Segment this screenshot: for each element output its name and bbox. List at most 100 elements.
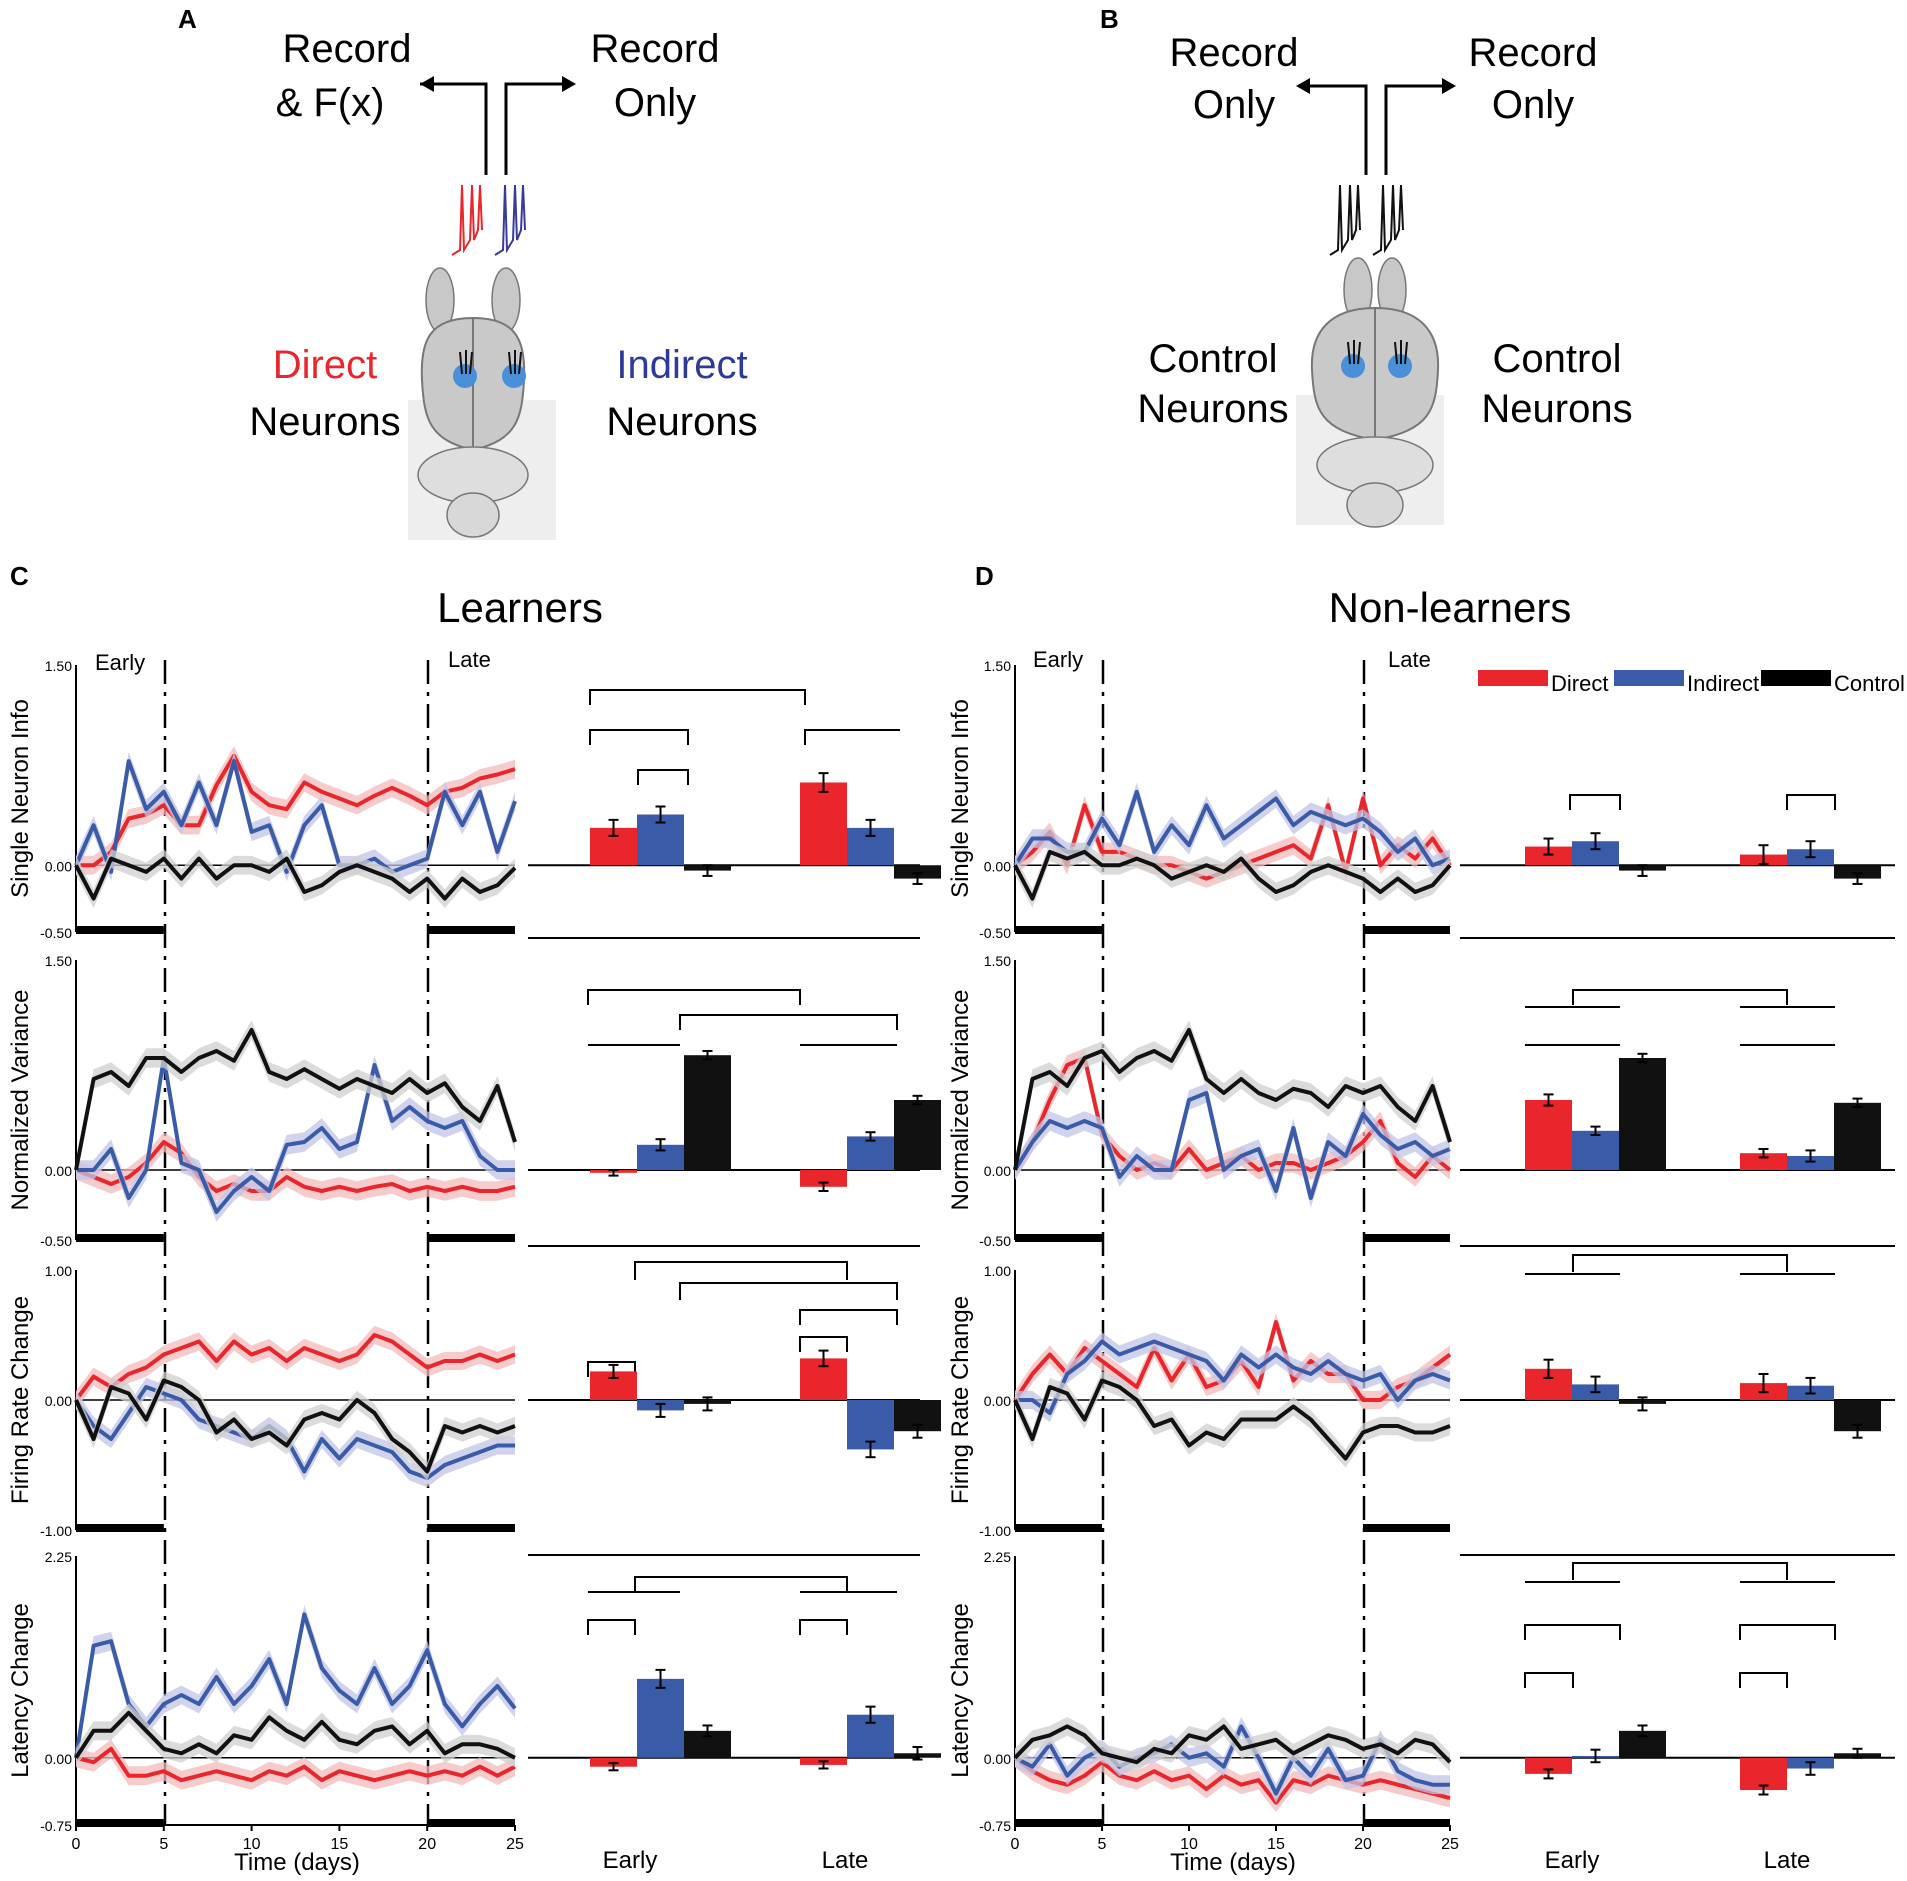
c-r1-bar-control-late [894, 865, 941, 879]
d-r2-indirect-line [1013, 1091, 1451, 1200]
d-r1-control-line [1013, 849, 1452, 901]
d-r2-bar-direct-early [1525, 1100, 1572, 1170]
d-r4-control-line [1013, 1724, 1452, 1765]
c-r3-bracket-3 [799, 1309, 898, 1325]
panel-a-left-label-2: & F(x) [276, 81, 385, 125]
c-r1-indirect-band [76, 751, 515, 882]
d-r2-early-window [1015, 1234, 1102, 1242]
d-r2-ytick: -0.50 [979, 1233, 1011, 1249]
c-r4-bracket-4 [587, 1619, 636, 1635]
d-r4-xtick: 0 [1011, 1836, 1020, 1853]
legend-direct-swatch [1478, 670, 1548, 686]
panel-a-left-label-1: Record [283, 27, 412, 71]
d-r4-indirect-band [1015, 1717, 1450, 1803]
d-r1-bar-control-late [1834, 865, 1881, 879]
panel-a-red-spikes [451, 184, 483, 256]
d-late-label: Late [1388, 647, 1431, 672]
c-r2-bracket-2 [679, 1014, 898, 1030]
panel-a-indirect-label: Indirect [616, 343, 747, 387]
d-r4-xtick: 25 [1441, 1836, 1459, 1853]
d-r1-control-band [1015, 842, 1450, 908]
d-r3-indirect-line [1015, 1339, 1451, 1415]
c-r1-late-window [427, 926, 515, 934]
c-r1-bracket-2 [589, 729, 689, 745]
d-r3-control-line [1013, 1378, 1451, 1461]
d-r4-ytick: 2.25 [984, 1549, 1011, 1565]
panel-a-right-arrow [504, 82, 565, 175]
c-r1-bar-direct-late [800, 782, 847, 866]
c-bar-early-label: Early [603, 1847, 658, 1874]
d-r3-ytick: 0.00 [984, 1393, 1011, 1409]
c-r1-direct-band [76, 746, 515, 875]
c-r2-early-window [76, 1234, 164, 1242]
c-r1-bracket-1 [589, 689, 806, 705]
d-bar-early-label: Early [1545, 1847, 1600, 1874]
d-r2-control-line [1013, 1028, 1452, 1171]
d-r4-bracket-5 [1739, 1624, 1836, 1640]
d-r3-control-band [1015, 1371, 1450, 1468]
c-r4-ylabel: Latency Change [7, 1603, 34, 1778]
panel-a-right-arrowhead [562, 76, 576, 92]
d-r4-bracket-4 [1524, 1624, 1621, 1640]
c-r3-bracket-5 [587, 1361, 636, 1377]
legend-control-label: Control [1834, 671, 1905, 696]
legend-indirect-label: Indirect [1687, 671, 1759, 696]
d-r2-ylabel: Normalized Variance [947, 990, 974, 1211]
c-r3-control-line [74, 1378, 516, 1474]
d-xlabel: Time (days) [1170, 1849, 1296, 1876]
c-r4-ytick: 0.00 [45, 1751, 72, 1767]
c-r2-bar-control-early [684, 1055, 731, 1170]
c-r3-ylabel: Firing Rate Change [7, 1296, 34, 1504]
d-r3-ylabel: Firing Rate Change [947, 1296, 974, 1504]
panel-a: A Record & F(x) Record Only Dir [178, 4, 758, 540]
legend-direct-label: Direct [1551, 671, 1608, 696]
c-r1-control-line [74, 856, 517, 901]
c-r4-xtick: 25 [506, 1836, 524, 1853]
c-r3-late-window [427, 1524, 515, 1532]
panel-a-direct-label: Direct [273, 343, 377, 387]
legend-indirect-swatch [1614, 670, 1684, 686]
d-r4-xtick: 15 [1267, 1836, 1285, 1853]
c-r2-bar-direct-late [800, 1170, 847, 1187]
c-r4-xtick: 0 [72, 1836, 81, 1853]
panel-b-right-neurons-label: Neurons [1481, 387, 1632, 431]
c-r4-bar-indirect-early [637, 1678, 684, 1758]
panel-c-letter: C [10, 561, 29, 591]
c-r4-bracket-5 [799, 1619, 848, 1635]
c-late-label: Late [448, 647, 491, 672]
d-r4-ylabel: Latency Change [947, 1603, 974, 1778]
panel-d-title: Non-learners [1329, 584, 1572, 631]
d-r4-early-window [1015, 1819, 1102, 1827]
d-r3-late-window [1363, 1524, 1450, 1532]
c-r4-ytick: -0.75 [40, 1818, 72, 1834]
c-r3-ytick: 0.00 [45, 1393, 72, 1409]
d-r2-late-window [1363, 1234, 1450, 1242]
c-r1-ytick: 0.00 [45, 858, 72, 874]
d-early-label: Early [1033, 647, 1083, 672]
panel-d-letter: D [975, 561, 994, 591]
d-r1-bracket-2 [1786, 794, 1836, 810]
d-r4-ytick: 0.00 [984, 1751, 1011, 1767]
c-r2-control-band [76, 1020, 515, 1180]
panel-b-left-arrow [1305, 84, 1368, 175]
c-r4-early-window [76, 1819, 164, 1827]
c-r2-indirect-line [76, 1056, 515, 1214]
c-r2-control-line [74, 1028, 517, 1171]
c-r2-ytick: 1.50 [45, 953, 72, 969]
panel-b-right-label-2: Only [1492, 83, 1574, 127]
panel-a-right-label-1: Record [591, 27, 720, 71]
c-r2-late-window [427, 1234, 515, 1242]
c-r3-indirect-line [74, 1385, 515, 1480]
d-r4-bar-direct-early [1525, 1757, 1572, 1774]
c-r3-direct-line [74, 1333, 516, 1402]
c-bar-late-label: Late [822, 1847, 869, 1874]
d-r1-ytick: 1.50 [984, 658, 1011, 674]
d-r2-bar-direct-late [1740, 1153, 1787, 1170]
panel-a-left-arrow [420, 82, 488, 175]
panel-b-right-label-1: Record [1469, 31, 1598, 75]
c-r4-xtick: 10 [243, 1836, 261, 1853]
panel-b-right-control-label: Control [1493, 337, 1622, 381]
d-bar-late-label: Late [1764, 1847, 1811, 1874]
panel-a-indirect-neurons-label: Neurons [606, 400, 757, 444]
c-r3-ytick: 1.00 [45, 1263, 72, 1279]
